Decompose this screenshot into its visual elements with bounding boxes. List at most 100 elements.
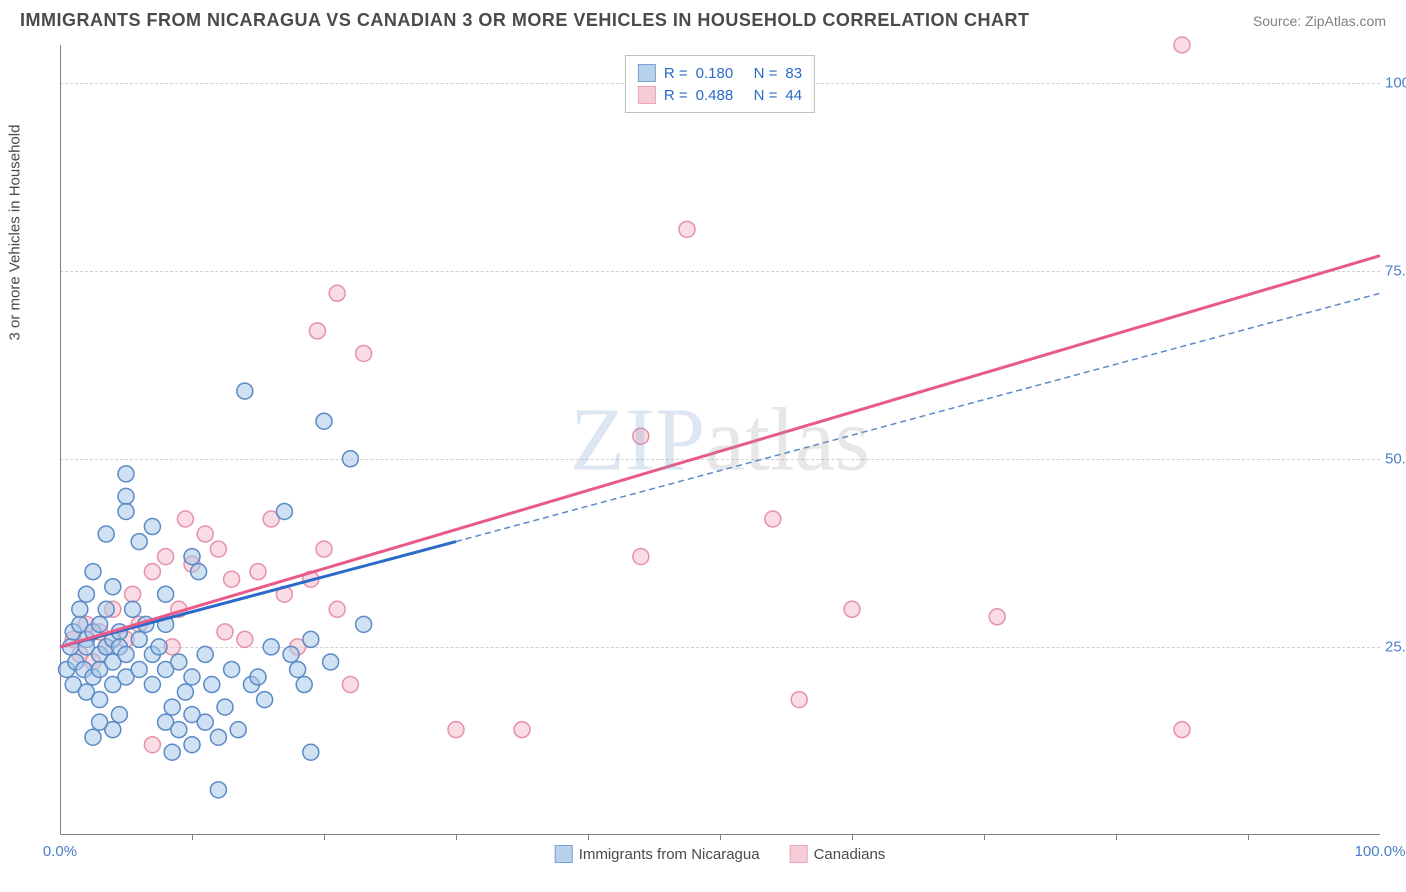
- legend-label-a: Immigrants from Nicaragua: [579, 846, 760, 863]
- data-point: [158, 586, 174, 602]
- data-point: [72, 601, 88, 617]
- legend-swatch-b-icon: [790, 845, 808, 863]
- chart-container: 3 or more Vehicles in Household 25.0%50.…: [60, 45, 1380, 835]
- x-minor-tick: [1116, 835, 1117, 840]
- x-minor-tick: [456, 835, 457, 840]
- data-point: [1174, 722, 1190, 738]
- data-point: [210, 782, 226, 798]
- data-point: [78, 586, 94, 602]
- data-point: [92, 714, 108, 730]
- x-minor-tick: [324, 835, 325, 840]
- data-point: [144, 519, 160, 535]
- data-point: [448, 722, 464, 738]
- trend-line: [456, 293, 1380, 541]
- legend-r-label: R =: [664, 65, 688, 82]
- legend-swatch-b: [638, 86, 656, 104]
- data-point: [118, 488, 134, 504]
- data-point: [131, 661, 147, 677]
- legend-n-value-b: 44: [785, 87, 802, 104]
- data-point: [356, 345, 372, 361]
- data-point: [164, 699, 180, 715]
- x-minor-tick: [588, 835, 589, 840]
- legend-row-b: R = 0.488 N = 44: [638, 84, 802, 106]
- data-point: [1174, 37, 1190, 53]
- data-point: [323, 654, 339, 670]
- data-point: [164, 744, 180, 760]
- legend-r-value-a: 0.180: [696, 65, 746, 82]
- data-point: [144, 677, 160, 693]
- data-point: [329, 601, 345, 617]
- data-point: [171, 654, 187, 670]
- data-point: [250, 564, 266, 580]
- x-tick-label: 0.0%: [43, 843, 77, 860]
- data-point: [111, 707, 127, 723]
- data-point: [309, 323, 325, 339]
- data-point: [204, 677, 220, 693]
- data-point: [125, 601, 141, 617]
- data-point: [633, 549, 649, 565]
- data-point: [85, 729, 101, 745]
- data-point: [177, 511, 193, 527]
- x-minor-tick: [192, 835, 193, 840]
- data-point: [679, 221, 695, 237]
- series-legend: Immigrants from Nicaragua Canadians: [555, 845, 886, 863]
- data-point: [191, 564, 207, 580]
- data-point: [85, 564, 101, 580]
- data-point: [217, 624, 233, 640]
- data-point: [283, 646, 299, 662]
- chart-source: Source: ZipAtlas.com: [1253, 13, 1386, 29]
- data-point: [118, 503, 134, 519]
- legend-swatch-a-icon: [555, 845, 573, 863]
- data-point: [765, 511, 781, 527]
- legend-swatch-a: [638, 64, 656, 82]
- data-point: [316, 413, 332, 429]
- legend-r-label: R =: [664, 87, 688, 104]
- data-point: [514, 722, 530, 738]
- x-minor-tick: [720, 835, 721, 840]
- data-point: [98, 526, 114, 542]
- data-point: [263, 639, 279, 655]
- legend-n-label: N =: [754, 87, 778, 104]
- y-tick-label: 75.0%: [1385, 262, 1406, 279]
- data-point: [144, 564, 160, 580]
- legend-item-b: Canadians: [790, 845, 886, 863]
- legend-n-label: N =: [754, 65, 778, 82]
- x-tick-label: 100.0%: [1355, 843, 1406, 860]
- legend-row-a: R = 0.180 N = 83: [638, 62, 802, 84]
- y-axis-label: 3 or more Vehicles in Household: [7, 125, 24, 341]
- chart-header: IMMIGRANTS FROM NICARAGUA VS CANADIAN 3 …: [0, 0, 1406, 36]
- data-point: [210, 541, 226, 557]
- data-point: [177, 684, 193, 700]
- data-point: [276, 503, 292, 519]
- data-point: [105, 579, 121, 595]
- data-point: [210, 729, 226, 745]
- data-point: [791, 692, 807, 708]
- data-point: [92, 692, 108, 708]
- data-point: [257, 692, 273, 708]
- data-point: [217, 699, 233, 715]
- data-point: [197, 714, 213, 730]
- y-tick-label: 25.0%: [1385, 638, 1406, 655]
- data-point: [125, 586, 141, 602]
- data-point: [158, 549, 174, 565]
- data-point: [356, 616, 372, 632]
- data-point: [144, 737, 160, 753]
- data-point: [98, 601, 114, 617]
- data-point: [224, 571, 240, 587]
- x-minor-tick: [1248, 835, 1249, 840]
- legend-label-b: Canadians: [814, 846, 886, 863]
- trend-line: [60, 256, 1380, 647]
- data-point: [131, 534, 147, 550]
- data-point: [237, 631, 253, 647]
- data-point: [197, 646, 213, 662]
- x-minor-tick: [852, 835, 853, 840]
- y-tick-label: 100.0%: [1385, 74, 1406, 91]
- data-point: [296, 677, 312, 693]
- data-point: [92, 616, 108, 632]
- legend-n-value-a: 83: [785, 65, 802, 82]
- chart-title: IMMIGRANTS FROM NICARAGUA VS CANADIAN 3 …: [20, 10, 1030, 31]
- data-point: [118, 646, 134, 662]
- data-point: [197, 526, 213, 542]
- data-point: [184, 549, 200, 565]
- legend-r-value-b: 0.488: [696, 87, 746, 104]
